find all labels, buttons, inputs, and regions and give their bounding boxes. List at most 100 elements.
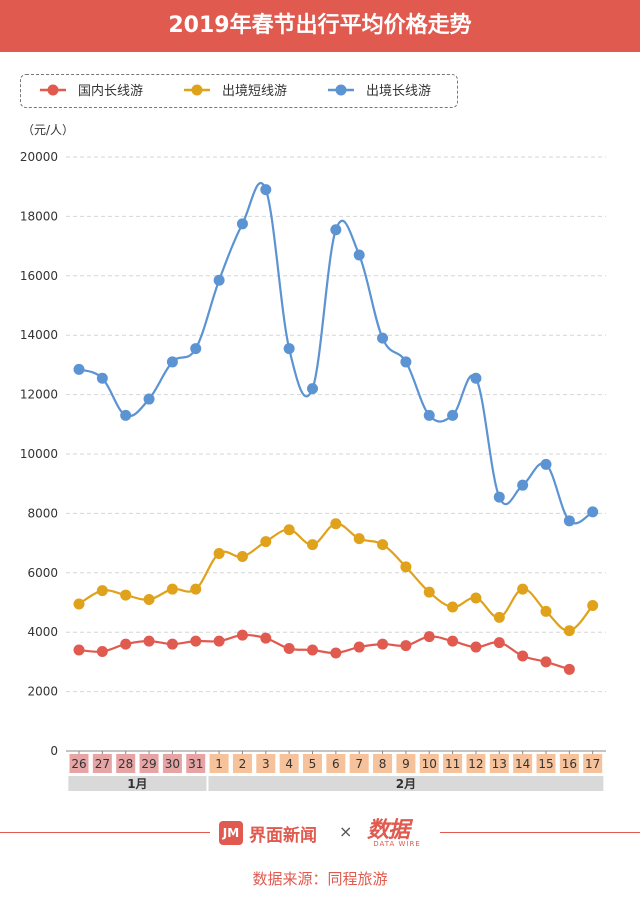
x-label-cell	[256, 754, 276, 773]
x-tick-label: 30	[165, 757, 180, 771]
legend-label: 国内长线游	[78, 83, 143, 99]
data-point	[400, 356, 412, 368]
x-tick-label: 7	[355, 757, 363, 771]
data-point	[120, 589, 132, 601]
data-point	[587, 599, 599, 611]
x-tick-label: 13	[492, 757, 507, 771]
y-tick-label: 0	[50, 744, 58, 758]
x-tick-label: 27	[95, 757, 110, 771]
data-point	[470, 372, 482, 384]
y-tick-label: 16000	[20, 269, 58, 283]
y-tick-label: 10000	[20, 447, 58, 461]
x-tick-label: 5	[309, 757, 317, 771]
data-point	[377, 638, 389, 650]
data-point	[400, 640, 412, 652]
data-point	[73, 644, 85, 656]
brand-jiemian: JM 界面新闻	[219, 818, 317, 848]
x-label-cell	[489, 754, 509, 773]
data-point	[166, 638, 178, 650]
data-point	[423, 631, 435, 643]
data-point	[563, 663, 575, 675]
data-point	[353, 249, 365, 261]
data-point	[493, 611, 505, 623]
x-label-cell	[559, 754, 579, 773]
times-symbol: ×	[339, 822, 353, 841]
data-point	[236, 629, 248, 641]
data-point	[447, 601, 459, 613]
x-tick-label: 12	[468, 757, 483, 771]
x-tick-label: 4	[285, 757, 293, 771]
data-point	[517, 650, 529, 662]
legend-swatch-marker	[191, 84, 203, 96]
x-tick-label: 31	[188, 757, 203, 771]
footer-divider-right	[440, 832, 640, 833]
data-point	[143, 393, 155, 405]
data-point	[307, 644, 318, 656]
data-point	[563, 625, 575, 637]
data-point	[120, 409, 132, 421]
data-point	[307, 539, 318, 551]
data-point	[330, 518, 342, 530]
legend-swatch-marker	[335, 84, 347, 96]
data-point	[260, 632, 272, 644]
data-point	[517, 479, 529, 491]
x-tick-label: 10	[422, 757, 437, 771]
x-tick-label: 15	[538, 757, 553, 771]
y-tick-label: 14000	[20, 328, 58, 342]
x-label-cell	[349, 754, 369, 773]
data-point	[540, 605, 552, 617]
data-point	[73, 598, 85, 610]
x-tick-label: 3	[262, 757, 270, 771]
data-point	[143, 594, 155, 606]
data-point	[307, 383, 318, 395]
data-point	[213, 635, 225, 647]
data-point	[447, 409, 459, 421]
data-point	[493, 637, 505, 649]
y-axis-unit-label: （元/人）	[22, 123, 75, 137]
data-point	[120, 638, 132, 650]
jiemian-logo-icon: JM	[219, 821, 243, 845]
y-tick-label: 8000	[27, 506, 58, 520]
data-point	[166, 356, 178, 368]
data-point	[353, 533, 365, 545]
data-point	[400, 561, 412, 573]
data-point	[190, 343, 202, 355]
data-point	[447, 635, 459, 647]
data-point	[540, 458, 552, 470]
x-label-cell	[69, 754, 89, 773]
y-tick-label: 6000	[27, 566, 58, 580]
data-point	[213, 547, 225, 559]
data-point	[236, 550, 248, 562]
data-point	[470, 641, 482, 653]
y-tick-label: 20000	[20, 150, 58, 164]
legend-label: 出境短线游	[222, 84, 287, 99]
x-label-cell	[186, 754, 206, 773]
x-label-cell	[419, 754, 439, 773]
x-label-cell	[139, 754, 159, 773]
data-point	[470, 592, 482, 604]
data-point	[377, 332, 389, 344]
legend	[20, 74, 458, 108]
x-label-cell	[326, 754, 346, 773]
legend-swatch-marker	[47, 84, 59, 96]
y-tick-label: 2000	[27, 685, 58, 699]
data-point	[587, 506, 599, 518]
data-point	[377, 539, 389, 551]
data-point	[260, 184, 272, 196]
x-label-cell	[279, 754, 299, 773]
series-line	[78, 522, 594, 632]
footer-divider-left	[0, 832, 210, 833]
data-point	[73, 363, 85, 375]
data-source: 数据来源：同程旅游	[252, 870, 388, 888]
data-point	[166, 583, 178, 595]
legend-label: 出境长线游	[366, 84, 431, 99]
line-chart: 国内长线游 出境短线游 出境长线游0200040006000800010000120…	[20, 83, 606, 791]
x-tick-label: 6	[332, 757, 340, 771]
x-label-cell	[303, 754, 322, 773]
datawire-logo: 数据 DATA WIRE	[367, 812, 427, 852]
data-point	[423, 586, 435, 598]
x-label-cell	[466, 754, 486, 773]
x-tick-label: 17	[585, 757, 600, 771]
x-tick-label: 29	[141, 757, 156, 771]
data-point	[283, 343, 295, 355]
